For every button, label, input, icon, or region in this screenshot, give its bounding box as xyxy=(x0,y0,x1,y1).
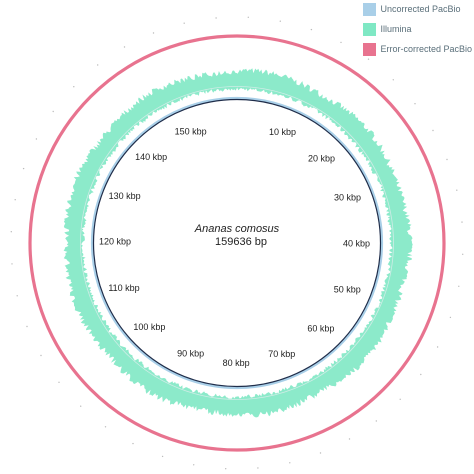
genome-length: 159636 bp xyxy=(215,236,267,248)
legend: Uncorrected PacBio Illumina Error-correc… xyxy=(363,0,472,60)
outer-dot xyxy=(458,285,460,287)
legend-item-error-corrected-pacbio: Error-corrected PacBio xyxy=(363,40,472,58)
tick-label: 40 kbp xyxy=(343,238,370,248)
outer-dot xyxy=(10,231,12,233)
outer-dot xyxy=(97,64,99,66)
legend-swatch xyxy=(363,2,377,16)
outer-dot xyxy=(257,467,259,469)
outer-dot xyxy=(16,295,18,297)
illumina-coverage-ring xyxy=(63,68,413,418)
tick-label: 150 kbp xyxy=(175,127,207,137)
outer-dot xyxy=(414,103,416,105)
outer-dot xyxy=(432,129,434,132)
outer-dot xyxy=(132,442,134,445)
tick-label: 30 kbp xyxy=(334,192,361,202)
tick-label: 110 kbp xyxy=(108,283,139,293)
tick-label: 50 kbp xyxy=(334,284,361,294)
tick-label: 60 kbp xyxy=(307,323,334,333)
outer-dot xyxy=(52,110,54,113)
outer-dot xyxy=(310,28,313,31)
genome-backbone xyxy=(92,98,382,388)
outer-dot xyxy=(123,46,126,48)
outer-dot xyxy=(35,138,38,140)
legend-label: Error-corrected PacBio xyxy=(380,44,472,54)
legend-label: Uncorrected PacBio xyxy=(380,4,461,14)
outer-dot xyxy=(367,58,370,60)
outer-dot xyxy=(58,381,60,383)
outer-dot xyxy=(14,199,16,201)
outer-dot xyxy=(392,79,394,81)
outer-dot xyxy=(348,438,351,440)
species-name: Ananas comosus xyxy=(194,223,280,235)
outer-dot xyxy=(375,420,377,422)
uncorrected-pacbio-track xyxy=(90,96,384,390)
outer-dot xyxy=(183,22,185,24)
outer-dot xyxy=(449,316,452,319)
legend-swatch xyxy=(363,22,377,36)
position-tick-labels: 10 kbp 20 kbp 30 kbp 40 kbp 50 kbp 60 kbp 70 k… xyxy=(99,127,370,369)
outer-dot xyxy=(22,167,25,170)
outer-dot-ring xyxy=(10,16,464,470)
tick-label: 120 kbp xyxy=(99,237,131,247)
outer-dot xyxy=(462,253,464,255)
error-corrected-pacbio-ring xyxy=(28,34,446,452)
legend-label: Illumina xyxy=(380,24,412,34)
outer-dot xyxy=(73,86,75,88)
outer-dot xyxy=(193,464,195,466)
outer-dot xyxy=(461,221,463,223)
tick-label: 90 kbp xyxy=(177,349,204,359)
outer-dot xyxy=(215,17,217,19)
error-corrected-pacbio-track xyxy=(28,34,446,452)
illumina-baseline xyxy=(80,86,394,400)
outer-dot xyxy=(247,16,249,18)
tick-label: 100 kbp xyxy=(133,322,165,332)
tick-label: 80 kbp xyxy=(223,358,250,368)
outer-dot xyxy=(40,354,42,357)
tick-label: 70 kbp xyxy=(268,349,295,359)
outer-dot xyxy=(26,325,28,328)
outer-dot xyxy=(152,32,155,34)
outer-dot xyxy=(11,263,13,265)
outer-dot xyxy=(161,455,164,458)
legend-item-illumina: Illumina xyxy=(363,20,472,38)
legend-swatch xyxy=(363,42,377,56)
tick-label: 130 kbp xyxy=(109,191,141,201)
outer-dot xyxy=(436,346,439,348)
outer-dot xyxy=(456,189,458,191)
outer-dot xyxy=(80,405,82,407)
outer-dot xyxy=(279,20,281,22)
outer-dot xyxy=(225,468,227,470)
tick-label: 10 kbp xyxy=(269,127,296,137)
outer-dot xyxy=(340,41,342,44)
legend-item-uncorrected-pacbio: Uncorrected PacBio xyxy=(363,0,472,18)
outer-dot xyxy=(420,373,422,376)
uncorrected-pacbio-ring xyxy=(90,96,384,390)
tick-label: 140 kbp xyxy=(135,152,167,162)
outer-dot xyxy=(399,398,401,400)
outer-dot xyxy=(446,158,448,161)
outer-dot xyxy=(289,462,291,464)
outer-dot xyxy=(104,426,107,428)
tick-label: 20 kbp xyxy=(308,153,335,163)
outer-dot xyxy=(319,452,322,454)
